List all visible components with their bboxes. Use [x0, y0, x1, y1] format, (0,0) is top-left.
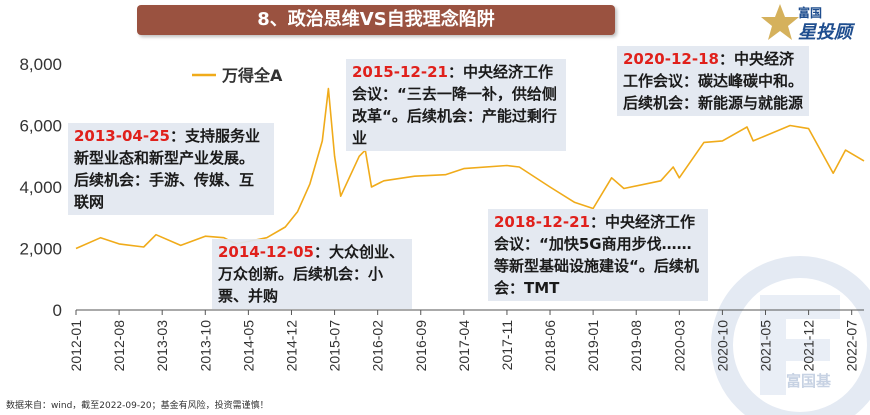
- y-axis: 0 2,000 4,000 6,000 8,000: [19, 55, 62, 320]
- x-tick-label: 2022-07: [844, 320, 860, 372]
- x-tick-label: 2020-03: [671, 320, 687, 372]
- annotation-2020-12-18: 2020-12-18：中央经济工作会议：碳达峰碳中和。后续机会：新能源与就能源: [617, 46, 809, 116]
- annotation-text: ：中央经济工作会议：“三去一降一补，供给侧改革“。后续机会：产能过剩行业: [352, 63, 557, 147]
- x-tick-label: 2021-12: [801, 320, 817, 372]
- annotation-text: ：中央经济工作会议：碳达峰碳中和。后续机会：新能源与就能源: [623, 50, 804, 112]
- y-tick-label: 8,000: [19, 55, 62, 74]
- x-tick-label: 2012-01: [68, 320, 84, 372]
- annotation-date: 2014-12-05: [218, 243, 314, 261]
- annotation-2015-12-21: 2015-12-21：中央经济工作会议：“三去一降一补，供给侧改革“。后续机会：…: [346, 59, 566, 151]
- y-tick-label: 4,000: [19, 178, 62, 197]
- x-tick-label: 2013-10: [197, 320, 213, 372]
- x-tick-label: 2018-06: [542, 320, 558, 372]
- x-tick-label: 2019-01: [585, 320, 601, 372]
- annotation-text: ：大众创业、万众创新。后续机会：小票、并购: [218, 243, 404, 305]
- x-tick-label: 2021-05: [758, 320, 774, 372]
- x-tick-label: 2016-02: [370, 320, 386, 372]
- annotation-date: 2018-12-21: [494, 213, 590, 231]
- x-tick-label: 2012-08: [111, 320, 127, 372]
- x-tick-label: 2014-12: [283, 320, 299, 372]
- brand-big-text: 星投顾: [798, 18, 852, 44]
- x-axis: 2012-01 2012-08 2013-03 2013-10 2014-05 2014-…: [68, 309, 864, 372]
- annotation-2013-04-25: 2013-04-25：支持服务业新型业态和新型产业发展。后续机会：手游、传媒、互…: [68, 123, 274, 215]
- brand-logo: 富国 星投顾: [760, 2, 866, 44]
- watermark-text: 富国基: [786, 372, 832, 390]
- x-tick-label: 2019-08: [628, 320, 644, 372]
- annotation-date: 2020-12-18: [623, 50, 719, 68]
- x-tick-label: 2013-03: [154, 320, 170, 372]
- annotation-date: 2015-12-21: [352, 63, 448, 81]
- legend: 万得全A: [192, 66, 283, 85]
- page-title: 8、政治思维VS自我理念陷阱: [137, 5, 615, 35]
- y-tick-label: 0: [53, 301, 62, 320]
- star-logo-icon: [761, 4, 799, 40]
- fuguo-watermark-icon: [711, 256, 870, 415]
- x-tick-label: 2015-07: [327, 320, 343, 372]
- annotation-text: ：中央经济工作会议：“加快5G商用步伐……等新型基础设施建设“。后续机会：TMT: [494, 213, 699, 297]
- y-tick-label: 6,000: [19, 117, 62, 136]
- brand-big-text-1: 星: [798, 22, 816, 43]
- annotation-text: ：支持服务业新型业态和新型产业发展。后续机会：手游、传媒、互联网: [74, 127, 260, 211]
- brand-big-text-2: 投顾: [816, 22, 852, 43]
- brand-small-text: 富国: [798, 6, 823, 20]
- annotation-2018-12-21: 2018-12-21：中央经济工作会议：“加快5G商用步伐……等新型基础设施建设…: [488, 209, 708, 301]
- x-tick-label: 2014-05: [240, 320, 256, 372]
- source-note: 数据来自：wind，截至2022-09-20；基金有风险，投资需谨慎！: [6, 401, 269, 411]
- x-tick-label: 2016-09: [413, 320, 429, 372]
- y-tick-label: 2,000: [19, 240, 62, 259]
- x-tick-label: 2017-11: [499, 320, 515, 371]
- legend-label: 万得全A: [221, 66, 283, 85]
- x-tick-label: 2020-10: [714, 320, 730, 372]
- series-line-wande-quan-a: [75, 87, 865, 250]
- annotation-2014-12-05: 2014-12-05：大众创业、万众创新。后续机会：小票、并购: [212, 239, 412, 309]
- x-tick-label: 2017-04: [456, 320, 472, 372]
- annotation-date: 2013-04-25: [74, 127, 170, 145]
